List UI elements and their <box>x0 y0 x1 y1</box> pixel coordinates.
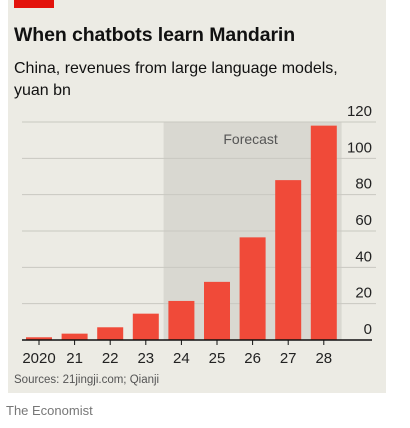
bar <box>310 125 337 340</box>
forecast-label: Forecast <box>223 131 278 147</box>
x-tick-label: 22 <box>102 350 119 367</box>
bar <box>168 300 195 340</box>
bar <box>26 337 52 340</box>
chart-subtitle: China, revenues from large language mode… <box>14 60 338 99</box>
y-tick-label: 100 <box>347 139 372 156</box>
y-tick-label: 40 <box>355 248 372 265</box>
x-axis-ticks: 2020 21 22 23 24 25 26 27 28 <box>22 340 332 367</box>
bar <box>275 180 302 340</box>
y-tick-label: 60 <box>355 212 372 229</box>
x-tick-label: 25 <box>209 350 226 367</box>
bar <box>204 281 230 340</box>
bar <box>97 327 124 340</box>
y-tick-label: 20 <box>355 285 372 302</box>
chart-title: When chatbots learn Mandarin <box>14 24 296 46</box>
x-tick-label: 27 <box>280 350 297 367</box>
bar <box>239 237 266 340</box>
x-tick-label: 24 <box>173 350 190 367</box>
accent-bar <box>14 0 54 8</box>
bar <box>61 333 88 340</box>
source-note: Sources: 21jingji.com; Qianji <box>14 374 160 386</box>
y-tick-label: 120 <box>347 103 372 120</box>
x-tick-label: 21 <box>66 350 83 367</box>
y-tick-label: 0 <box>364 321 372 338</box>
x-tick-label: 23 <box>137 350 154 367</box>
bars <box>26 125 337 340</box>
bar <box>132 313 159 340</box>
y-axis-ticks: 0 20 40 60 80 100 120 <box>347 103 372 338</box>
publisher-label: The Economist <box>6 403 93 418</box>
x-tick-label: 28 <box>315 350 332 367</box>
x-tick-label: 2020 <box>22 350 55 367</box>
x-tick-label: 26 <box>244 350 261 367</box>
y-tick-label: 80 <box>355 176 372 193</box>
